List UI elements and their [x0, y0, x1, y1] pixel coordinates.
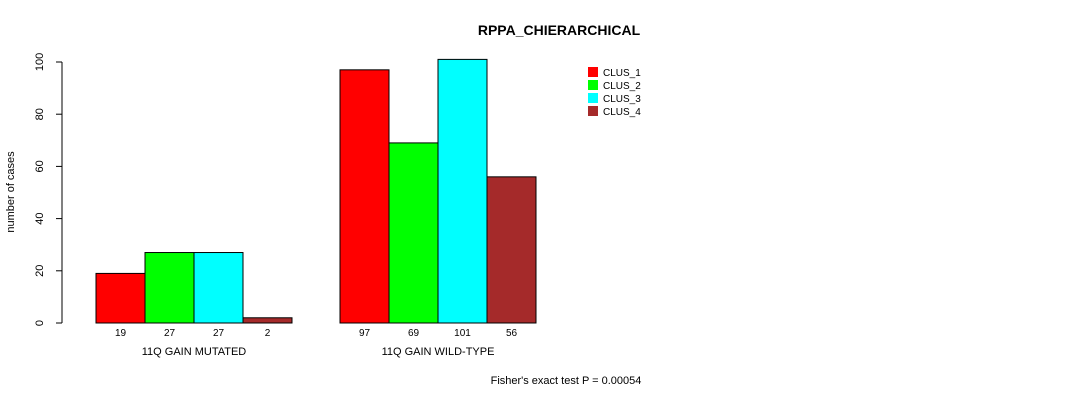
legend-swatch — [588, 106, 598, 116]
y-tick-label: 60 — [34, 160, 46, 172]
bar-value-label: 27 — [213, 328, 225, 339]
bar-clus-4 — [242, 317, 293, 324]
y-axis: 0 20 40 60 80 100 — [34, 53, 63, 326]
bar-value-labels: 19 27 27 2 97 69 101 56 — [115, 328, 518, 339]
y-axis-label: number of cases — [5, 151, 17, 233]
bars — [95, 58, 537, 324]
legend-label: CLUS_3 — [603, 94, 641, 105]
bar-clus-2 — [388, 142, 439, 324]
legend-swatch — [588, 80, 598, 90]
legend-label: CLUS_1 — [603, 68, 641, 79]
fisher-test-footnote: Fisher's exact test P = 0.00054 — [491, 375, 642, 387]
bar-value-label: 2 — [265, 328, 271, 339]
legend-label: CLUS_4 — [603, 107, 641, 118]
bar-clus-3 — [437, 58, 488, 324]
legend-label: CLUS_2 — [603, 81, 641, 92]
legend-swatch — [588, 67, 598, 77]
y-tick-label: 100 — [34, 53, 46, 71]
legend-swatch — [588, 93, 598, 103]
y-tick-label: 80 — [34, 108, 46, 120]
y-tick-label: 40 — [34, 212, 46, 224]
category-label: 11Q GAIN MUTATED — [142, 346, 247, 358]
category-labels: 11Q GAIN MUTATED 11Q GAIN WILD-TYPE — [142, 346, 495, 358]
bar-clus-1 — [95, 272, 146, 324]
category-label: 11Q GAIN WILD-TYPE — [382, 346, 495, 358]
bar-value-label: 69 — [408, 328, 420, 339]
bar-clus-4 — [486, 176, 537, 324]
bar-clus-2 — [144, 252, 195, 324]
chart-title: RPPA_CHIERARCHICAL — [478, 22, 641, 38]
bar-value-label: 101 — [454, 328, 471, 339]
bar-value-label: 97 — [359, 328, 371, 339]
bar-clus-1 — [339, 69, 390, 324]
bar-clus-3 — [193, 252, 244, 324]
bar-value-label: 56 — [506, 328, 518, 339]
bar-value-label: 27 — [164, 328, 176, 339]
legend: CLUS_1 CLUS_2 CLUS_3 CLUS_4 — [588, 67, 641, 118]
bar-value-label: 19 — [115, 328, 127, 339]
y-tick-label: 20 — [34, 265, 46, 277]
y-tick-label: 0 — [34, 320, 46, 326]
